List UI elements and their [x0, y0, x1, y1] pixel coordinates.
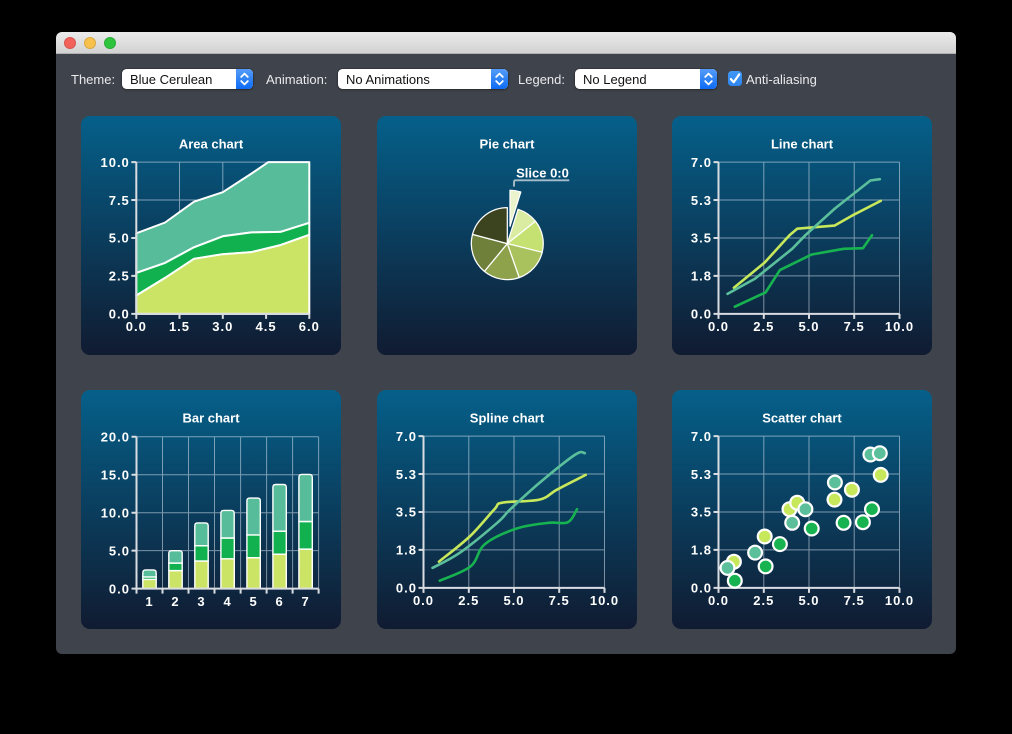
svg-text:20.0: 20.0: [101, 430, 130, 445]
svg-text:2: 2: [171, 594, 179, 609]
svg-text:2.5: 2.5: [458, 593, 479, 608]
svg-text:5.0: 5.0: [109, 230, 130, 245]
svg-text:3.0: 3.0: [212, 319, 233, 334]
svg-text:0.0: 0.0: [126, 319, 147, 334]
svg-text:0.0: 0.0: [395, 581, 416, 596]
svg-text:5.0: 5.0: [503, 593, 524, 608]
svg-text:Scatter chart: Scatter chart: [762, 411, 842, 426]
svg-text:10.0: 10.0: [885, 319, 914, 334]
svg-text:6: 6: [275, 594, 283, 609]
svg-text:10.0: 10.0: [101, 505, 130, 520]
svg-text:5.0: 5.0: [798, 593, 819, 608]
svg-text:4.5: 4.5: [256, 319, 277, 334]
svg-text:Spline chart: Spline chart: [469, 411, 544, 426]
svg-text:7.0: 7.0: [691, 429, 712, 444]
svg-text:Line chart: Line chart: [771, 136, 834, 151]
svg-text:10.0: 10.0: [100, 154, 129, 169]
svg-text:7.0: 7.0: [395, 429, 416, 444]
svg-text:Area chart: Area chart: [179, 136, 244, 151]
svg-text:0.0: 0.0: [691, 306, 712, 321]
svg-text:1.5: 1.5: [169, 319, 190, 334]
svg-text:1.8: 1.8: [691, 543, 712, 558]
svg-text:5: 5: [249, 594, 257, 609]
svg-text:5.3: 5.3: [395, 467, 416, 482]
svg-text:7: 7: [301, 594, 309, 609]
svg-text:10.0: 10.0: [885, 593, 914, 608]
svg-text:4: 4: [223, 594, 231, 609]
svg-text:7.5: 7.5: [548, 593, 569, 608]
svg-text:15.0: 15.0: [101, 467, 130, 482]
svg-text:1.8: 1.8: [691, 268, 712, 283]
svg-text:3.5: 3.5: [691, 505, 712, 520]
svg-text:2.5: 2.5: [109, 268, 130, 283]
svg-text:Slice 0:0: Slice 0:0: [516, 165, 569, 180]
svg-text:1.8: 1.8: [395, 543, 416, 558]
svg-text:3.5: 3.5: [395, 505, 416, 520]
svg-text:0.0: 0.0: [708, 593, 729, 608]
svg-text:3.5: 3.5: [691, 230, 712, 245]
svg-text:0.0: 0.0: [708, 319, 729, 334]
svg-text:7.5: 7.5: [109, 192, 130, 207]
svg-text:0.0: 0.0: [691, 581, 712, 596]
svg-text:0.0: 0.0: [412, 593, 433, 608]
svg-text:7.0: 7.0: [691, 154, 712, 169]
svg-text:0.0: 0.0: [109, 306, 130, 321]
svg-text:0.0: 0.0: [109, 581, 130, 596]
svg-text:5.0: 5.0: [109, 543, 130, 558]
svg-text:6.0: 6.0: [299, 319, 320, 334]
svg-text:2.5: 2.5: [753, 319, 774, 334]
svg-text:7.5: 7.5: [844, 319, 865, 334]
svg-text:Bar chart: Bar chart: [182, 411, 240, 426]
svg-text:5.3: 5.3: [691, 467, 712, 482]
svg-text:2.5: 2.5: [753, 593, 774, 608]
svg-text:5.3: 5.3: [691, 192, 712, 207]
svg-text:Pie chart: Pie chart: [479, 136, 535, 151]
svg-text:5.0: 5.0: [798, 319, 819, 334]
svg-text:7.5: 7.5: [844, 593, 865, 608]
svg-text:1: 1: [145, 594, 153, 609]
svg-text:3: 3: [197, 594, 205, 609]
svg-text:10.0: 10.0: [589, 593, 618, 608]
